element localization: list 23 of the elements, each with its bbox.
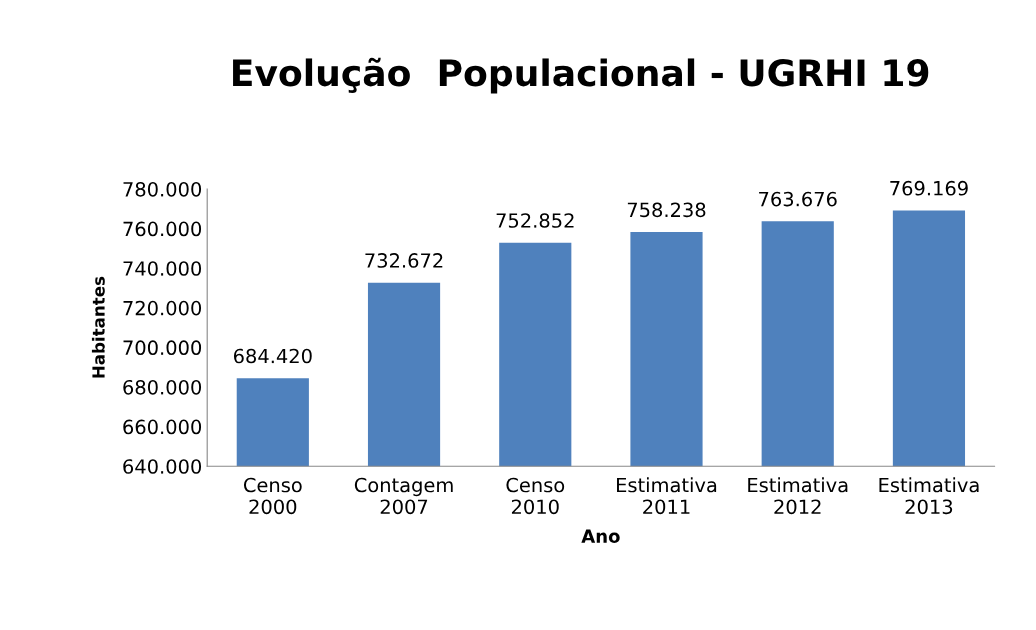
data-label: 763.676 (759, 191, 837, 207)
x-tick-label: Contagem 2007 (354, 477, 453, 515)
x-axis-title: Ano (581, 529, 620, 543)
x-tick-label: Estimativa 2012 (748, 477, 848, 515)
y-tick-label: 640.000 (123, 459, 202, 474)
x-tick-label: Censo 2010 (506, 477, 565, 515)
y-tick-label: 740.000 (123, 261, 202, 276)
data-label: 769.169 (890, 180, 968, 196)
y-tick-label: 780.000 (123, 181, 202, 197)
x-tick-label: Censo 2000 (243, 477, 302, 515)
y-tick-label: 660.000 (123, 419, 202, 435)
data-label: 752.852 (496, 213, 574, 228)
data-label: 684.420 (233, 348, 312, 364)
y-tick-label: 700.000 (123, 340, 202, 356)
y-tick-label: 680.000 (123, 379, 202, 395)
x-tick-label: Estimativa 2011 (617, 477, 717, 515)
chart-title: Evolução Populacional - UGRHI 19 (233, 57, 929, 94)
data-label: 732.672 (365, 253, 443, 268)
data-label: 758.238 (627, 202, 706, 218)
y-tick-label: 760.000 (123, 221, 202, 237)
y-tick-label: 720.000 (123, 300, 202, 316)
x-tick-label: Estimativa 2013 (879, 477, 979, 515)
y-axis-title: Habitantes (91, 276, 105, 378)
